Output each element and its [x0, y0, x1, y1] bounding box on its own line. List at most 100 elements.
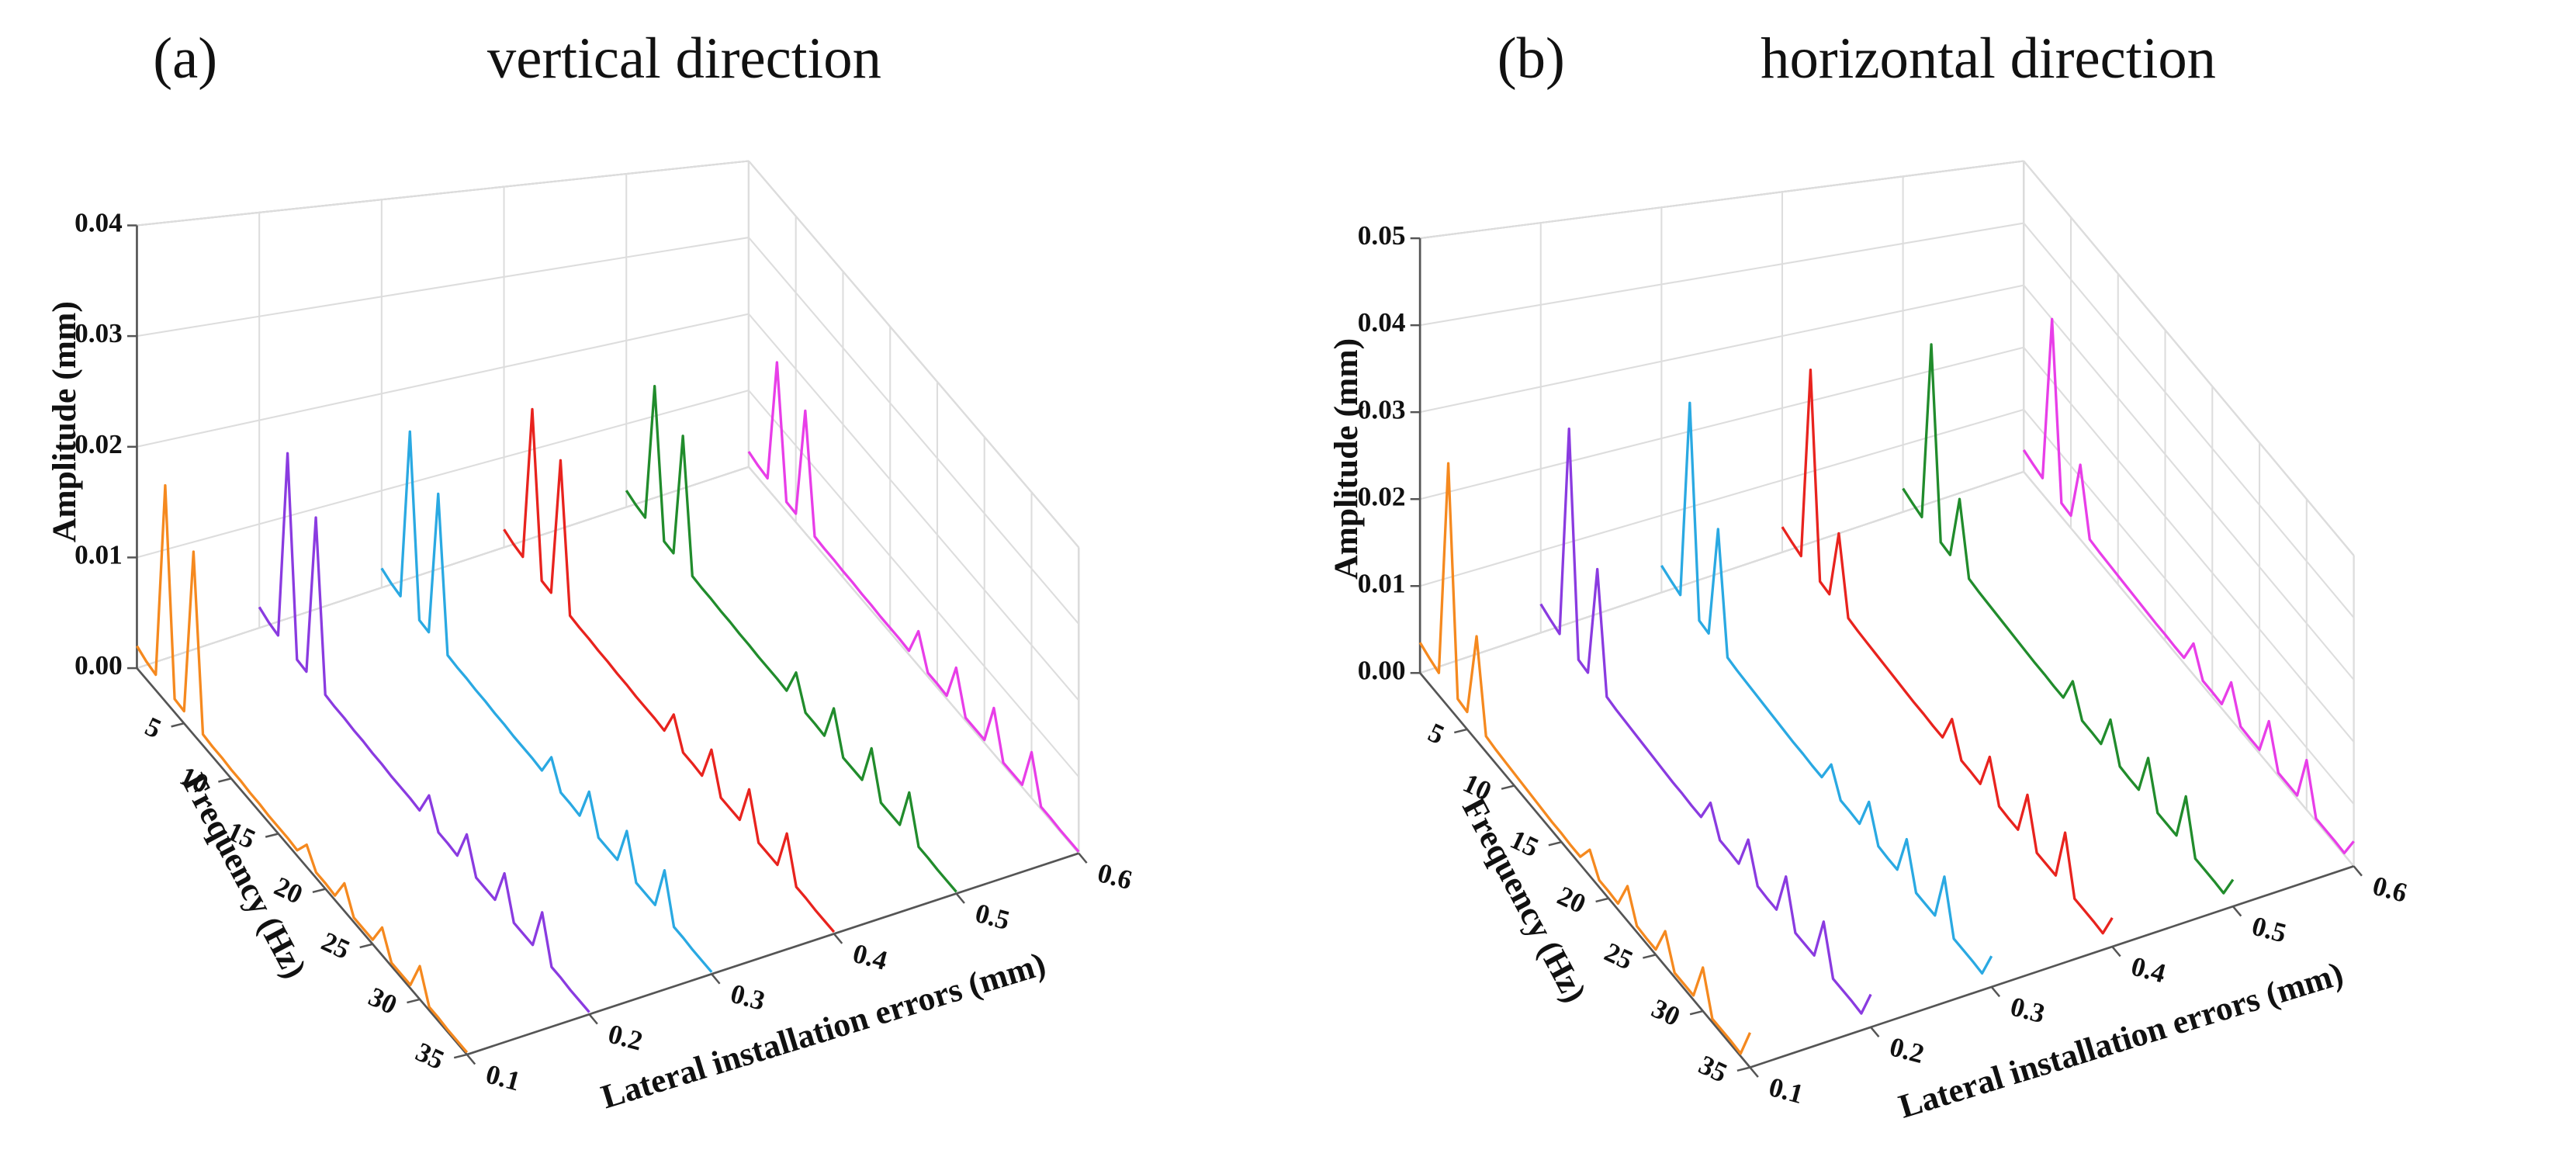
- grid-line: [748, 313, 1080, 701]
- x-tick: [1501, 784, 1515, 790]
- grid-line: [2023, 160, 2355, 556]
- z-tick-label: 0.04: [74, 208, 123, 238]
- y-tick: [711, 973, 721, 985]
- y-axis: [466, 852, 1079, 1056]
- x-tick: [218, 777, 232, 783]
- z-tick-label: 0.00: [1358, 655, 1406, 685]
- x-axis: [1419, 672, 1751, 1068]
- x-tick-label: 5: [140, 711, 165, 744]
- y-tick: [955, 892, 965, 904]
- x-tick: [1689, 1010, 1704, 1016]
- z-tick-label: 0.02: [74, 429, 123, 459]
- series-line: [503, 407, 836, 933]
- grid-line: [1419, 284, 2024, 414]
- y-tick: [1749, 1066, 1759, 1078]
- z-tick-label: 0.03: [74, 318, 123, 348]
- y-tick-label: 0.6: [2370, 871, 2411, 909]
- series-line: [1660, 401, 1993, 975]
- x-tick: [312, 888, 326, 893]
- x-tick: [453, 1053, 468, 1059]
- grid-line: [748, 160, 1080, 549]
- x-tick-label: 35: [1695, 1049, 1732, 1088]
- grid-line: [137, 237, 750, 338]
- y-tick-label: 0.1: [1766, 1072, 1807, 1110]
- y-tick-label: 0.3: [727, 978, 768, 1016]
- y-tick-label: 0.4: [850, 938, 891, 976]
- z-tick-label: 0.02: [1358, 481, 1406, 511]
- series-line: [625, 384, 957, 893]
- series-line: [1902, 343, 2235, 895]
- x-tick-label: 30: [1647, 993, 1684, 1032]
- series-line: [136, 483, 469, 1054]
- grid-line: [2023, 285, 2355, 681]
- y-tick: [466, 1054, 476, 1065]
- x-tick-label: 35: [411, 1037, 448, 1075]
- x-tick-label: 5: [1424, 717, 1449, 750]
- x-tick-label: 30: [364, 982, 401, 1020]
- z-tick-label: 0.00: [74, 650, 123, 681]
- y-axis-label: Lateral installation errors (mm): [597, 945, 1050, 1116]
- y-tick: [1870, 1026, 1880, 1038]
- series-line: [1781, 368, 2114, 935]
- grid-line: [1419, 222, 2024, 327]
- z-tick-label: 0.01: [1358, 568, 1406, 598]
- y-tick: [588, 1013, 598, 1025]
- z-axis-label: Amplitude (mm): [46, 301, 83, 542]
- grid-line: [2023, 347, 2355, 743]
- grid-line: [748, 390, 1080, 777]
- x-tick: [359, 943, 373, 949]
- x-tick-label: 20: [1553, 881, 1590, 919]
- y-tick-label: 0.4: [2128, 951, 2169, 989]
- y-tick-label: 0.2: [1886, 1031, 1927, 1069]
- x-tick: [1454, 728, 1468, 734]
- grid-line: [137, 390, 750, 559]
- x-tick: [1595, 897, 1609, 903]
- grid-line: [2023, 409, 2355, 805]
- chart-title: vertical direction: [487, 26, 881, 91]
- x-tick-label: 25: [1600, 937, 1637, 975]
- y-tick-label: 0.5: [2249, 911, 2290, 949]
- y-tick: [1078, 852, 1088, 864]
- y-tick-label: 0.5: [972, 898, 1013, 936]
- series-line: [747, 361, 1080, 853]
- x-tick: [1736, 1066, 1750, 1072]
- x-tick: [265, 833, 279, 838]
- grid-line: [1419, 346, 2024, 500]
- series-line: [1539, 427, 1872, 1015]
- y-tick-label: 0.6: [1094, 857, 1135, 895]
- z-axis-label: Amplitude (mm): [1328, 338, 1365, 580]
- grid-line: [2023, 222, 2355, 618]
- y-tick-label: 0.3: [2007, 991, 2048, 1029]
- z-tick-label: 0.04: [1358, 307, 1406, 338]
- grid-line: [137, 160, 750, 227]
- panel-label: (a): [153, 26, 217, 91]
- grid-line: [2023, 471, 2355, 867]
- series-line: [380, 430, 713, 973]
- x-tick: [1548, 840, 1562, 847]
- y-tick-label: 0.2: [605, 1019, 646, 1057]
- x-tick-label: 25: [317, 926, 354, 965]
- y-tick: [833, 933, 843, 944]
- z-tick-label: 0.05: [1358, 220, 1406, 251]
- z-tick-label: 0.01: [74, 540, 123, 570]
- x-tick: [1643, 954, 1657, 959]
- z-tick-label: 0.03: [1358, 394, 1406, 424]
- chart-title: horizontal direction: [1761, 26, 2216, 91]
- y-tick: [1990, 986, 2001, 998]
- grid-line: [748, 466, 1080, 854]
- series-line: [1418, 462, 1752, 1055]
- series-line: [258, 452, 590, 1013]
- x-tick: [171, 722, 185, 728]
- y-tick: [2111, 946, 2121, 958]
- y-tick-label: 0.1: [483, 1058, 524, 1096]
- y-axis: [1750, 865, 2354, 1068]
- grid-line: [748, 237, 1080, 625]
- x-tick: [407, 998, 421, 1004]
- grid-line: [1419, 408, 2024, 587]
- grid-line: [1420, 160, 2024, 240]
- panel-label: (b): [1497, 26, 1565, 91]
- series-line: [2022, 317, 2355, 855]
- grid-line: [137, 313, 750, 448]
- y-tick: [2353, 865, 2363, 877]
